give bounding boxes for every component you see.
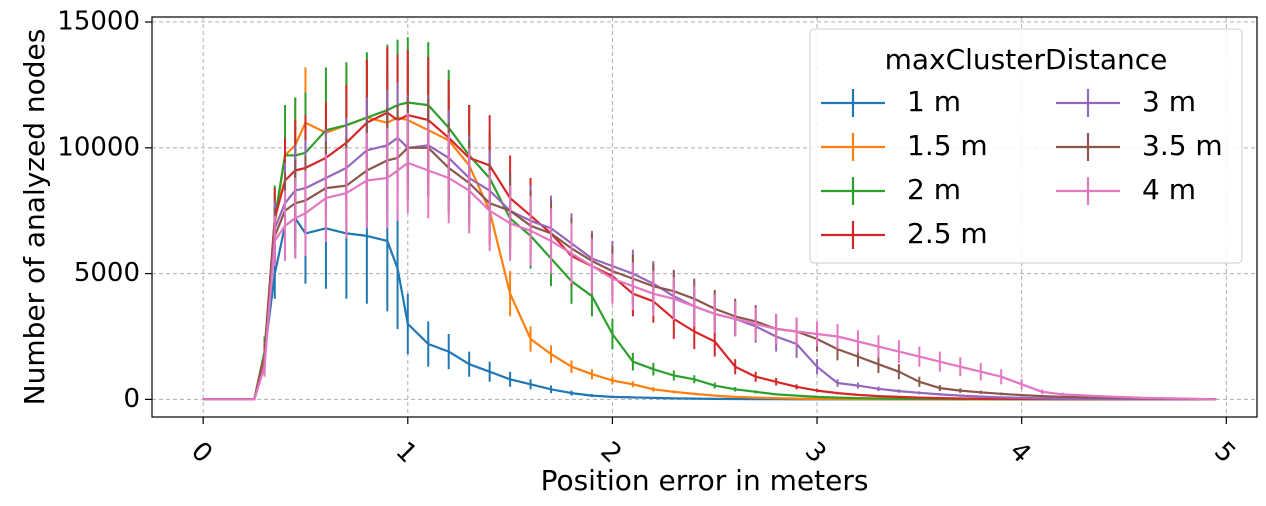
x-tick-label: 4 xyxy=(1004,436,1037,469)
series-line xyxy=(203,161,1217,401)
legend: maxClusterDistance 1 m 1.5 m 2 m 2.5 m 3 m 3.… xyxy=(809,28,1243,264)
legend-item: 4 m xyxy=(1056,173,1196,206)
y-tick-label: 10000 xyxy=(57,132,140,162)
legend-label: 2 m xyxy=(907,173,961,206)
x-tick-label: 0 xyxy=(185,436,218,469)
x-axis-label: Position error in meters xyxy=(541,464,869,497)
y-axis-label: Number of analyzed nodes xyxy=(18,29,51,406)
legend-item: 2.5 m xyxy=(821,217,988,250)
legend-item: 1 m xyxy=(821,85,961,118)
x-tick-label: 1 xyxy=(390,436,423,469)
legend-label: 2.5 m xyxy=(907,217,988,250)
series-4-mm xyxy=(203,112,1217,401)
legend-item: 3.5 m xyxy=(1056,129,1223,162)
legend-item: 2 m xyxy=(821,173,961,206)
legend-label: 3.5 m xyxy=(1142,129,1223,162)
y-tick-label: 5000 xyxy=(74,258,140,288)
legend-box xyxy=(809,28,1243,264)
legend-label: 3 m xyxy=(1142,85,1196,118)
legend-title: maxClusterDistance xyxy=(885,43,1168,76)
y-tick-label: 0 xyxy=(123,384,140,414)
legend-items: 1 m 1.5 m 2 m 2.5 m 3 m 3.5 m 4 m xyxy=(821,85,1223,250)
legend-label: 4 m xyxy=(1142,173,1196,206)
legend-label: 1 m xyxy=(907,85,961,118)
legend-item: 3 m xyxy=(1056,85,1196,118)
series-group xyxy=(203,37,1217,401)
legend-item: 1.5 m xyxy=(821,129,988,162)
legend-label: 1.5 m xyxy=(907,129,988,162)
y-tick-label: 15000 xyxy=(57,7,140,37)
x-tick-label: 5 xyxy=(1208,436,1241,469)
plot-frame xyxy=(151,16,1258,418)
